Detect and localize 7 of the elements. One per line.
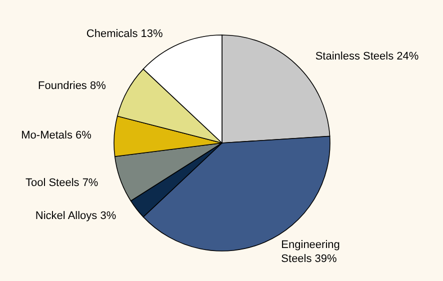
slice-label: Tool Steels 7% (25, 177, 98, 190)
slice-label: Engineering Steels 39% (281, 238, 340, 265)
slice-label: Stainless Steels 24% (315, 50, 419, 62)
slice-label: Mo-Metals 6% (21, 129, 92, 142)
slice-label: Chemicals 13% (86, 28, 164, 40)
slice-label: Nickel Alloys 3% (35, 210, 116, 222)
slice-label: Foundries 8% (38, 80, 106, 92)
